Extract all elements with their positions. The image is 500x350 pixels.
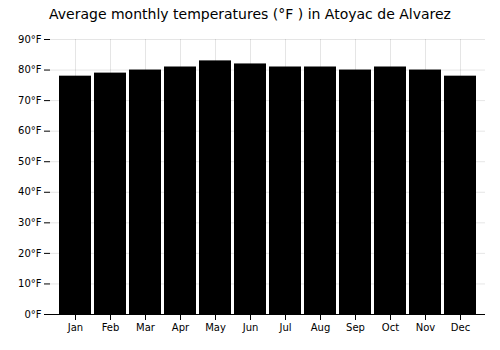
svg-text:Sep: Sep xyxy=(346,322,365,333)
svg-text:90°F: 90°F xyxy=(18,34,42,45)
svg-text:Jul: Jul xyxy=(278,322,291,333)
svg-text:30°F: 30°F xyxy=(18,217,42,228)
svg-text:May: May xyxy=(205,322,226,333)
svg-text:Feb: Feb xyxy=(102,322,120,333)
svg-text:Mar: Mar xyxy=(136,322,156,333)
svg-text:50°F: 50°F xyxy=(18,156,42,167)
svg-text:Oct: Oct xyxy=(382,322,399,333)
svg-text:Jan: Jan xyxy=(67,322,83,333)
svg-text:Dec: Dec xyxy=(451,322,470,333)
svg-text:60°F: 60°F xyxy=(18,125,42,136)
svg-text:70°F: 70°F xyxy=(18,95,42,106)
svg-text:20°F: 20°F xyxy=(18,248,42,259)
svg-text:80°F: 80°F xyxy=(18,64,42,75)
svg-text:10°F: 10°F xyxy=(18,278,42,289)
svg-text:Nov: Nov xyxy=(416,322,436,333)
html-text:Average monthly temperatures (: Average monthly temperatures (°F ) in At… xyxy=(49,6,451,22)
svg-text:Aug: Aug xyxy=(311,322,331,333)
svg-text:Jun: Jun xyxy=(242,322,259,333)
svg-text:Apr: Apr xyxy=(172,322,190,333)
svg-text:0°F: 0°F xyxy=(24,309,41,320)
svg-text:40°F: 40°F xyxy=(18,186,42,197)
